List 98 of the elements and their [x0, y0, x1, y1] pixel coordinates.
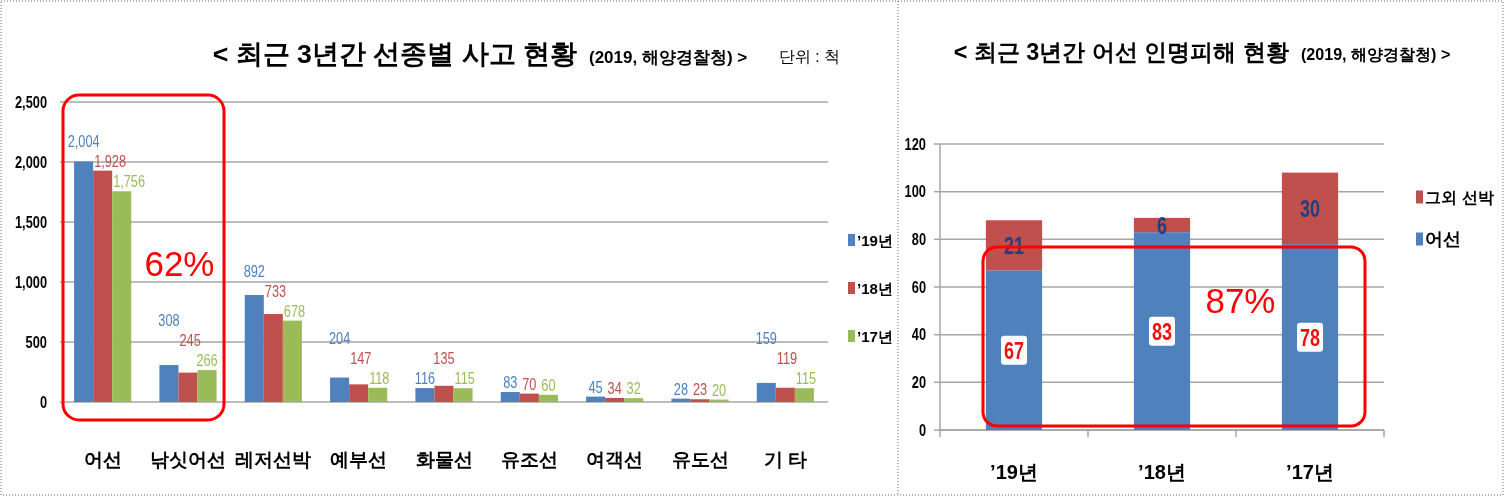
bar [519, 393, 539, 402]
bar [282, 320, 302, 402]
x-tick-label: 낚싯어선 [150, 449, 226, 470]
y-tick-label: 500 [25, 333, 53, 351]
bar [159, 365, 179, 402]
bar [368, 387, 388, 402]
data-label: 1,756 [113, 172, 156, 192]
bar [985, 270, 1043, 430]
data-label: 1,928 [94, 151, 137, 171]
data-label: 678 [283, 301, 313, 321]
x-tick-label: ’17년 [1286, 461, 1334, 483]
data-label: 892 [243, 261, 272, 281]
legend-label: 어선 [1425, 229, 1461, 250]
y-tick-label: 1,000 [15, 273, 56, 291]
y-tick-label: 60 [911, 278, 930, 296]
legend-label: ’19년 [857, 232, 893, 250]
bar [775, 387, 795, 402]
data-label: 6 [1157, 211, 1171, 239]
bar [330, 377, 350, 402]
bar [178, 372, 198, 402]
annotation: 87% [1205, 281, 1276, 320]
y-tick-label: 20 [911, 374, 930, 392]
legend-label: 그외 선박 [1425, 188, 1494, 207]
bar [605, 397, 625, 402]
x-tick-label: 기 타 [763, 449, 808, 470]
data-label: 135 [433, 349, 462, 369]
data-label: 60 [541, 375, 561, 395]
y-tick-label: 80 [911, 231, 930, 249]
data-label: 2,004 [67, 131, 111, 151]
x-tick-label: 유조선 [500, 449, 558, 470]
data-label: 118 [369, 368, 397, 388]
x-tick-label: 어선 [83, 449, 122, 470]
bar [434, 385, 454, 402]
bar [415, 388, 435, 402]
annotation: 단위 : 척 [778, 48, 840, 65]
data-label: 28 [673, 379, 693, 399]
bar [624, 398, 644, 402]
data-label: 119 [776, 349, 804, 369]
data-label: 20 [711, 380, 731, 400]
bar [197, 370, 217, 402]
data-label: 70 [522, 374, 542, 394]
bar [93, 170, 113, 402]
data-label: 78 [1300, 323, 1327, 351]
data-label: 83 [503, 373, 523, 393]
bar [74, 161, 94, 402]
bar [453, 388, 473, 402]
legend-label: ’18년 [857, 280, 893, 298]
title: < 최근 3년간 선종별 사고 현황 [212, 39, 577, 69]
x-tick-label: ’19년 [990, 461, 1038, 483]
data-label: 159 [755, 329, 784, 349]
y-tick-label: 40 [911, 326, 930, 344]
y-tick-label: 2,500 [15, 93, 56, 111]
y-tick-label: 120 [904, 135, 932, 153]
bar [1133, 232, 1191, 430]
bar [500, 392, 520, 402]
data-label: 204 [328, 328, 358, 348]
legend-label: ’17년 [857, 328, 893, 346]
annotation: 62% [144, 244, 215, 283]
data-label: 733 [264, 281, 294, 301]
bar [538, 394, 558, 402]
bar [1281, 172, 1339, 245]
data-label: 115 [795, 369, 823, 389]
data-label: 23 [692, 380, 712, 400]
data-label: 266 [196, 351, 225, 371]
bar [794, 388, 814, 402]
subtitle: (2019, 해양경찰청) > [589, 48, 748, 67]
data-label: 45 [588, 377, 608, 397]
x-tick-label: 유도선 [671, 449, 729, 470]
x-tick-label: 예부선 [330, 449, 388, 470]
bar [349, 384, 369, 402]
bar [690, 399, 710, 402]
data-label: 34 [607, 378, 627, 398]
y-tick-label: 2,000 [15, 153, 56, 171]
x-tick-label: ’18년 [1138, 461, 1186, 483]
y-tick-label: 0 [39, 393, 49, 411]
data-label: 115 [454, 369, 482, 389]
data-label: 30 [1300, 194, 1327, 222]
x-tick-label: 레저선박 [235, 449, 312, 470]
data-label: 116 [414, 369, 442, 389]
x-tick-label: 화물선 [415, 449, 473, 470]
subtitle: (2019, 해양경찰청) > [1300, 45, 1451, 63]
x-tick-label: 여객선 [586, 449, 644, 470]
data-label: 67 [1004, 336, 1031, 364]
bar [586, 396, 606, 402]
y-tick-label: 0 [918, 421, 928, 439]
data-label: 83 [1152, 317, 1179, 345]
data-label: 147 [350, 348, 379, 368]
bar [1281, 244, 1339, 430]
y-tick-label: 1,500 [15, 213, 56, 231]
data-label: 308 [158, 311, 187, 331]
y-tick-label: 100 [904, 183, 932, 201]
bar [756, 382, 776, 402]
title: < 최근 3년간 어선 인명피해 현황 [953, 39, 1289, 65]
bar [112, 191, 132, 402]
data-label: 245 [179, 331, 208, 351]
bar [244, 294, 264, 402]
bar [263, 314, 283, 402]
data-label: 32 [626, 379, 646, 399]
